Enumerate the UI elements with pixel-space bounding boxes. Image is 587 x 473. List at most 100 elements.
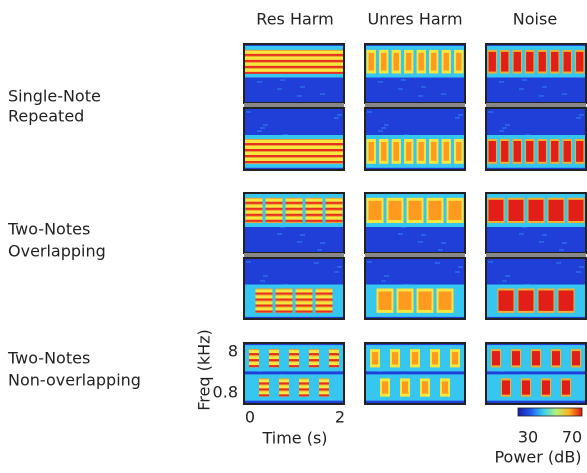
noise-texture (334, 271, 339, 273)
harmonic (245, 216, 263, 220)
harmonic (299, 388, 309, 391)
harmonic (299, 394, 309, 397)
harmonic (325, 216, 343, 220)
band-core (572, 351, 580, 366)
harmonic (285, 213, 303, 216)
band-core (443, 52, 449, 71)
harmonic (309, 365, 319, 368)
noise-texture (297, 95, 302, 97)
noise-texture (314, 262, 319, 264)
panel-frame (243, 342, 345, 405)
harmonic (279, 382, 289, 385)
row-label: Two-Notes (7, 349, 90, 368)
harmonic (269, 350, 279, 354)
harmonic (255, 301, 273, 305)
band-block (245, 197, 263, 223)
harmonic (249, 353, 259, 356)
band-core (488, 141, 496, 162)
harmonic (259, 394, 269, 397)
harmonic (255, 304, 273, 307)
band-core (398, 291, 412, 310)
harmonic (285, 210, 303, 214)
band-core (548, 199, 564, 221)
harmonic (265, 219, 283, 222)
noise-texture (559, 249, 564, 251)
band-core (563, 141, 571, 162)
harmonic (325, 210, 343, 214)
band-core (501, 141, 509, 162)
noise-texture (257, 81, 262, 83)
harmonic (295, 310, 313, 313)
noise-texture (317, 249, 322, 251)
harmonic (245, 219, 263, 222)
harmonic (315, 295, 333, 299)
band-block (295, 288, 313, 313)
harmonic (285, 204, 303, 208)
harmonic (244, 68, 344, 72)
panel-frame (485, 107, 587, 171)
band-core (456, 52, 462, 71)
noise-texture (418, 95, 423, 97)
noise-texture (337, 266, 342, 268)
harmonic (289, 353, 299, 356)
noise-texture (280, 79, 285, 81)
separator (244, 103, 344, 108)
harmonic (279, 391, 289, 395)
band-core (532, 351, 540, 366)
noise-texture (398, 88, 403, 90)
panel-frame (364, 342, 466, 405)
row-label: Repeated (8, 107, 84, 126)
separator (365, 253, 465, 258)
harmonic (315, 307, 333, 311)
column-header: Unres Harm (367, 10, 462, 29)
noise-texture (488, 261, 493, 263)
noise-texture (367, 111, 372, 113)
band-core (526, 141, 534, 162)
panel-frame (364, 107, 466, 171)
row-label: Non-overlapping (8, 371, 141, 390)
harmonic (269, 365, 279, 368)
band-core (501, 51, 509, 72)
noise-texture (441, 93, 446, 95)
noise-texture (455, 117, 460, 119)
harmonic (289, 362, 299, 366)
band-core (488, 51, 496, 72)
harmonic (305, 219, 323, 222)
harmonic (279, 379, 289, 383)
band-core (551, 141, 559, 162)
band-core (558, 290, 574, 311)
noise-texture (401, 79, 406, 81)
band-core (381, 52, 387, 71)
harmonic (299, 391, 309, 395)
band-core (538, 290, 554, 311)
noise-texture (421, 234, 426, 236)
noise-texture (381, 127, 386, 129)
harmonic (319, 388, 329, 391)
harmonic (275, 307, 293, 311)
noise-texture (579, 266, 584, 268)
harmonic (289, 365, 299, 368)
harmonic (285, 198, 303, 202)
harmonic (329, 350, 339, 354)
band-core (418, 52, 424, 71)
noise-texture (398, 233, 403, 235)
noise-texture (257, 130, 262, 132)
harmonic (244, 158, 344, 161)
colorbar (517, 407, 583, 417)
harmonic (325, 213, 343, 216)
harmonic (299, 382, 309, 385)
harmonic (319, 391, 329, 395)
noise-texture (455, 271, 460, 273)
noise-texture (421, 86, 426, 88)
harmonic (319, 382, 329, 385)
band-core (526, 51, 534, 72)
band-core (456, 142, 462, 161)
harmonic (329, 356, 339, 360)
separator (244, 253, 344, 258)
harmonic (245, 201, 263, 204)
band-core (406, 52, 412, 71)
harmonic (249, 359, 259, 362)
band-core (381, 142, 387, 161)
harmonic (329, 353, 339, 356)
band-core (378, 291, 392, 310)
